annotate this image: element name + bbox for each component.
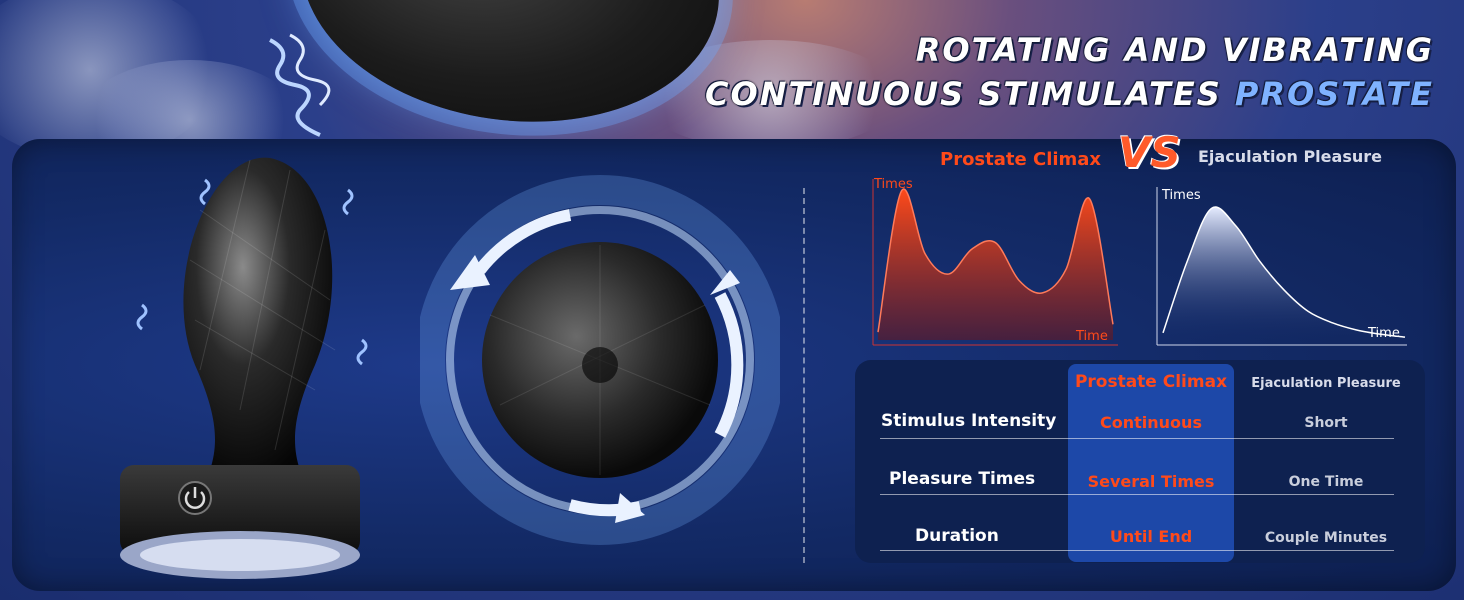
table-row-divider — [880, 550, 1394, 551]
chart-b-xlabel: Time — [1367, 326, 1400, 341]
row-label-duration: Duration — [915, 526, 999, 546]
table-row-divider — [880, 494, 1394, 495]
product-plug-image — [120, 157, 368, 579]
cell-stimulus-prostate: Continuous — [1100, 413, 1202, 432]
row-label-stimulus: Stimulus Intensity — [881, 411, 1057, 431]
cell-duration-ejaculation: Couple Minutes — [1264, 530, 1388, 546]
vs-label: VS — [1118, 128, 1181, 177]
vibration-icon — [269, 33, 331, 137]
prostate-climax-line — [877, 188, 1114, 333]
chart-b-ylabel: Times — [1161, 188, 1201, 203]
table-header-ejaculation: Ejaculation Pleasure — [1251, 376, 1401, 391]
chart-a-xlabel: Time — [1075, 329, 1108, 344]
headline-line2-text: CONTINUOUS STIMULATES — [705, 75, 1235, 113]
row-label-pleasure: Pleasure Times — [889, 469, 1036, 489]
cell-pleasure-ejaculation: One Time — [1288, 474, 1364, 490]
chart-title-ejaculation: Ejaculation Pleasure — [1198, 147, 1382, 166]
power-icon — [178, 481, 212, 515]
prostate-climax-chart: Times Time — [872, 177, 1118, 346]
cell-stimulus-ejaculation: Short — [1304, 415, 1348, 431]
table-row-divider — [880, 438, 1394, 439]
ejaculation-pleasure-area — [1163, 207, 1405, 340]
chart-title-prostate: Prostate Climax — [940, 149, 1102, 170]
cell-pleasure-prostate: Several Times — [1087, 472, 1215, 491]
chart-a-ylabel: Times — [873, 177, 913, 192]
prostate-climax-area — [878, 189, 1113, 340]
headline-line2: CONTINUOUS STIMULATES PROSTATE — [705, 72, 1434, 116]
table-header-prostate: Prostate Climax — [1074, 372, 1228, 392]
section-divider — [803, 188, 805, 563]
ejaculation-pleasure-line — [1162, 206, 1406, 338]
headline-accent: PROSTATE — [1234, 75, 1434, 113]
prostate-column-highlight — [1068, 364, 1234, 562]
ejaculation-pleasure-chart: Times Time — [1156, 187, 1407, 346]
product-rotation-image — [420, 175, 780, 545]
cell-duration-prostate: Until End — [1109, 527, 1193, 546]
rotate-arrow-icon — [450, 209, 744, 523]
headline: ROTATING AND VIBRATING CONTINUOUS STIMUL… — [705, 28, 1434, 116]
headline-line1: ROTATING AND VIBRATING — [915, 31, 1434, 69]
